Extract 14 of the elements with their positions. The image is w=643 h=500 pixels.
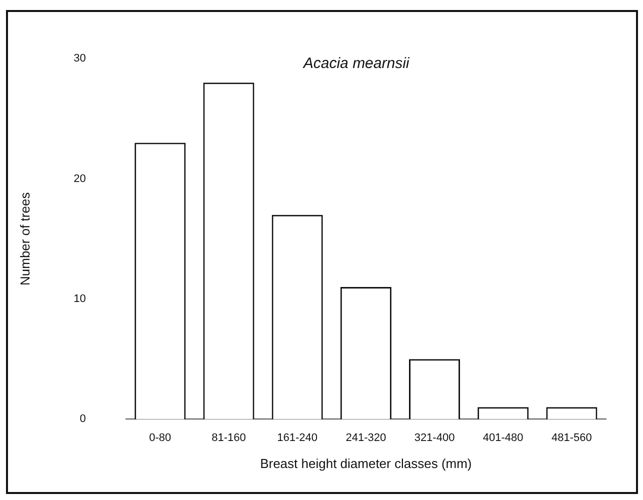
x-tick-label: 0-80 <box>149 432 172 444</box>
x-tick-label: 161-240 <box>277 432 318 444</box>
y-tick-label: 20 <box>74 172 86 185</box>
x-tick-label: 321-400 <box>414 432 455 444</box>
x-tick-label: 81-160 <box>212 432 246 444</box>
y-tick-label: 10 <box>74 293 86 306</box>
x-tick-label: 401-480 <box>482 432 524 444</box>
y-axis-title: Number of trees <box>17 192 32 286</box>
chart-title: Acacia mearnsii <box>302 55 410 72</box>
x-tick-label: 241-320 <box>346 432 386 444</box>
y-tick-label: 0 <box>80 413 86 426</box>
y-tick-label: 30 <box>74 52 86 65</box>
x-axis-title: Breast height diameter classes (mm) <box>260 456 472 471</box>
x-tick-label: 481-560 <box>552 432 592 444</box>
